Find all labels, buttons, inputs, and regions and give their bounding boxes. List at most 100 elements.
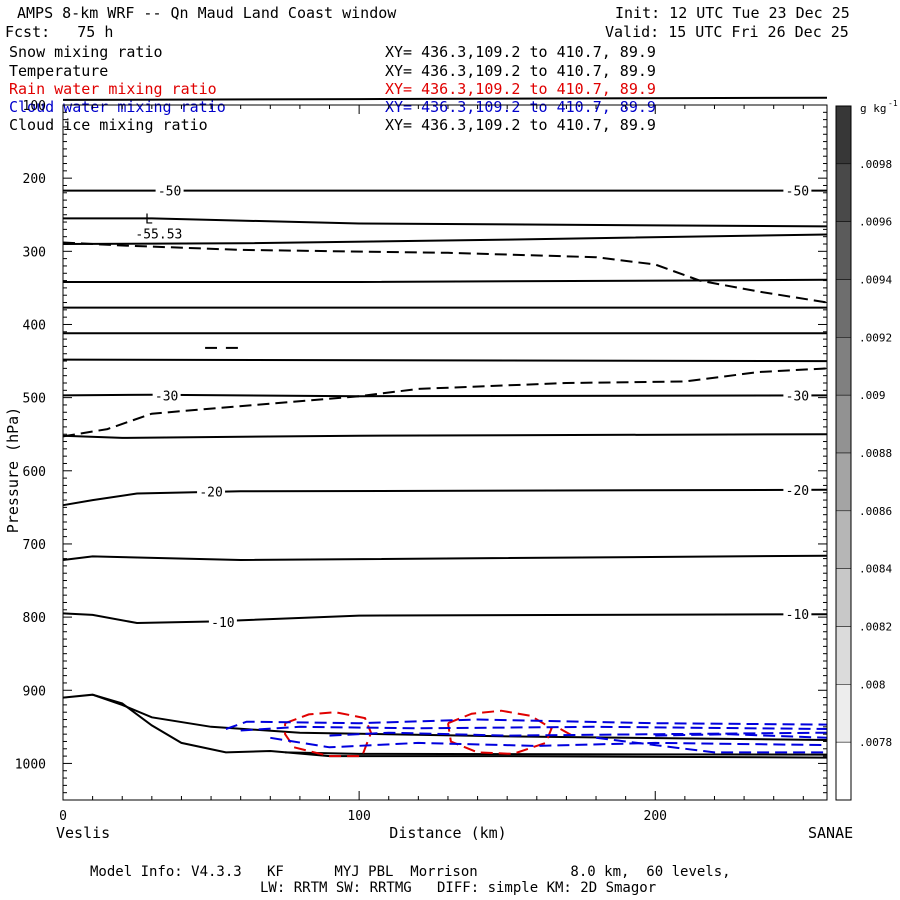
rain-water-contour [447, 709, 553, 755]
colorbar-units-exponent: -1 [888, 99, 898, 108]
y-tick-label: 900 [23, 684, 46, 699]
colorbar-tick-label: .0082 [859, 621, 892, 634]
y-tick-label: 100 [23, 99, 46, 114]
contour-label: -20 [786, 484, 809, 499]
minimum-marker: L [145, 213, 153, 228]
cloud-water-contour [240, 725, 828, 732]
legend-rain-label: Rain water mixing ratio [9, 80, 217, 98]
y-tick-label: 300 [23, 245, 46, 260]
cloud-water-contour [270, 736, 828, 749]
colorbar-tick-label: .0084 [859, 563, 892, 576]
colorbar: .0098 .0096 .0094 .0092 .009 .0088 .0086 .0084.… [835, 105, 892, 801]
contour-label: -20 [199, 485, 222, 500]
colorbar-swatch [835, 684, 852, 743]
colorbar-swatch [835, 163, 852, 222]
temperature-isotherm [62, 233, 828, 245]
precip-mixing-contours [225, 709, 828, 758]
temperature-isotherm [62, 96, 828, 101]
y-tick-label: 500 [23, 392, 46, 407]
x-tick-label: 200 [644, 809, 667, 824]
valid-time: Valid: 15 UTC Fri 26 Dec 25 [605, 23, 849, 41]
x-right-endpoint: SANAE [808, 824, 853, 842]
legend-cloudice-label: Cloud ice mixing ratio [9, 116, 208, 134]
colorbar-border [835, 105, 852, 801]
colorbar-swatch [835, 741, 852, 801]
x-left-endpoint: Veslis [56, 824, 110, 842]
y-axis-label: Pressure (hPa) [4, 407, 22, 533]
temperature-isotherm [92, 693, 828, 759]
axis-ticks: 100 200 300 400 500 600 700 800 900 1000 0 100 200 [15, 99, 827, 824]
plot-frame [62, 104, 828, 801]
contour-label-bg [783, 182, 812, 198]
cloud-water-contour [225, 718, 828, 730]
forecast-hour: Fcst: 75 h [5, 23, 114, 41]
y-tick-label: 700 [23, 538, 46, 553]
colorbar-tick-label: .009 [859, 389, 886, 402]
snow-mixing-contour [62, 241, 828, 304]
colorbar-swatch [835, 221, 852, 280]
colorbar-units: g kg [860, 102, 887, 115]
colorbar-tick-label: .0086 [859, 505, 892, 518]
temperature-isotherm [63, 278, 828, 283]
cloud-water-contour [595, 736, 827, 754]
x-tick-label: 100 [347, 809, 370, 824]
x-axis-label: Distance (km) [389, 824, 506, 842]
y-tick-label: 1000 [15, 757, 46, 772]
colorbar-tick-label: .008 [859, 678, 886, 691]
colorbar-swatch [835, 279, 852, 338]
colorbar-tick-label: .0096 [859, 216, 892, 229]
cloud-water-contour [655, 733, 828, 739]
y-tick-label: 600 [23, 465, 46, 480]
colorbar-swatch [835, 394, 852, 454]
snow-mixing-contours [62, 241, 828, 438]
temperature-isotherm [62, 612, 828, 625]
temperature-isotherm [62, 433, 828, 439]
colorbar-tick-label: .0098 [859, 158, 892, 171]
contour-label-bg [155, 182, 184, 198]
temperature-isotherm [62, 393, 828, 398]
contour-label-bg [197, 483, 226, 499]
colorbar-swatch [835, 337, 852, 396]
colorbar-swatch [835, 452, 852, 512]
y-tick-label: 400 [23, 318, 46, 333]
temperature-isotherm [62, 358, 828, 363]
y-tick-label: 800 [23, 611, 46, 626]
colorbar-swatch [835, 105, 852, 165]
temperature-contours [62, 96, 828, 759]
colorbar-swatch [835, 510, 852, 569]
temperature-isotherm [62, 554, 828, 562]
y-tick-label: 200 [23, 172, 46, 187]
contour-label: -30 [786, 389, 809, 404]
legend-cloudwater-xy: XY= 436.3,109.2 to 410.7, 89.9 [385, 98, 656, 116]
init-time: Init: 12 UTC Tue 23 Dec 25 [615, 4, 850, 22]
legend-cloudwater-label: Cloud water mixing ratio [9, 98, 226, 116]
contour-labels: -50 -50 -30 -30 -20 -20 -10 -10 L-55.53 [135, 182, 812, 631]
legend-cloudice-xy: XY= 436.3,109.2 to 410.7, 89.9 [385, 116, 656, 134]
plot-border [62, 104, 828, 801]
temperature-isotherm [62, 488, 828, 507]
snow-mixing-contour [62, 367, 828, 438]
model-info-line1: Model Info: V4.3.3 KF MYJ PBL Morrison 8… [90, 864, 731, 880]
colorbar-tick-label: .0094 [859, 274, 892, 287]
legend-temperature-xy: XY= 436.3,109.2 to 410.7, 89.9 [385, 62, 656, 80]
chart-title: AMPS 8-km WRF -- Qn Maud Land Coast wind… [17, 4, 397, 22]
colorbar-tick-label: .0078 [859, 736, 892, 749]
contour-label: -50 [786, 185, 809, 200]
contour-label: -10 [211, 616, 234, 631]
x-tick-label: 0 [59, 809, 67, 824]
legend-snow-label: Snow mixing ratio [9, 43, 163, 61]
colorbar-tick-label: .0088 [859, 447, 892, 460]
legend-snow-xy: XY= 436.3,109.2 to 410.7, 89.9 [385, 43, 656, 61]
contour-label: -30 [155, 389, 178, 404]
minimum-value: -55.53 [135, 228, 182, 243]
colorbar-swatch [835, 626, 852, 685]
contour-label-bg [152, 387, 181, 403]
colorbar-tick-label: .0092 [859, 331, 892, 344]
contour-label: -50 [158, 185, 181, 200]
minimum-value-bg [136, 226, 183, 241]
model-info-line2: LW: RRTM SW: RRTMG DIFF: simple KM: 2D S… [260, 880, 657, 896]
contour-label-bg [783, 481, 812, 497]
contour-label: -10 [786, 608, 809, 623]
temperature-isotherm [63, 217, 828, 228]
